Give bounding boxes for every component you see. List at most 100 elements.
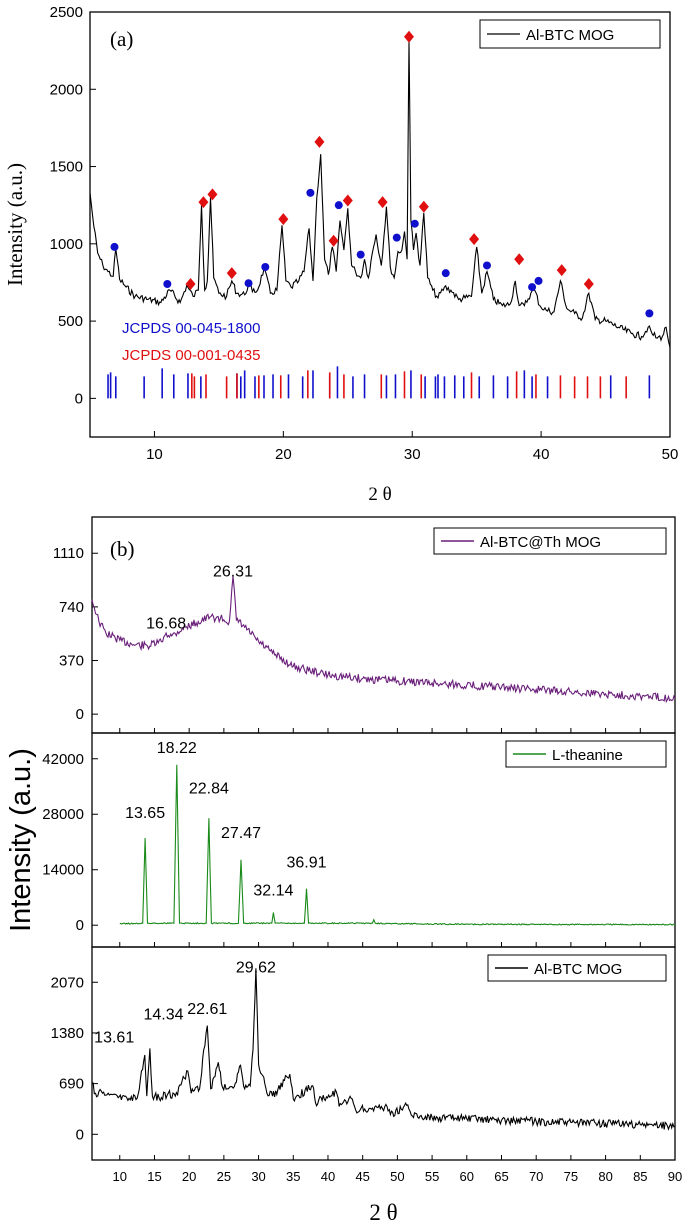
b-thmog-ytick-label: 740 [59, 599, 84, 616]
b-theanine-peak-label: 13.65 [125, 805, 165, 822]
blue-phase-marker [528, 283, 537, 292]
a-xtick-label: 30 [404, 446, 421, 463]
b-xtick-label: 85 [633, 1169, 647, 1184]
red-phase-marker [198, 196, 209, 209]
b-xtick-label: 70 [529, 1169, 543, 1184]
b-xtick-label: 20 [182, 1169, 196, 1184]
b-thmog-peak-label: 26.31 [213, 563, 253, 580]
a-ytick-label: 500 [58, 313, 83, 330]
blue-phase-marker [163, 280, 172, 288]
a-panel-label: (a) [110, 27, 133, 51]
a-xlabel: 2 θ [368, 484, 391, 505]
blue-phase-marker [334, 201, 343, 210]
b-theanine-peak-label: 36.91 [287, 854, 327, 871]
red-phase-marker [583, 278, 594, 290]
red-phase-marker [377, 196, 388, 209]
b-mog-series-line [91, 968, 676, 1131]
blue-phase-marker [410, 219, 419, 228]
b-xtick-label: 10 [113, 1169, 127, 1184]
b-xtick-label: 60 [460, 1169, 474, 1184]
a-ylabel: Intensity (a.u.) [3, 163, 27, 286]
b-xtick-label: 25 [217, 1169, 231, 1184]
b-xtick-label: 90 [668, 1169, 682, 1184]
b-ylabel: Intensity (a.u.) [5, 748, 37, 932]
b-xtick-label: 50 [390, 1169, 404, 1184]
blue-phase-marker [306, 188, 315, 197]
blue-phase-marker [244, 279, 253, 288]
red-phase-marker [514, 253, 525, 266]
b-thmog-peak-label: 16.68 [146, 616, 186, 633]
b-mog-peak-label: 22.61 [187, 1001, 227, 1018]
b-theanine-ytick-label: 28000 [42, 806, 84, 823]
a-ytick-label: 2000 [50, 81, 83, 98]
b-xlabel: 2 θ [369, 1200, 397, 1225]
a-xtick-label: 50 [662, 446, 679, 463]
b-mog-peak-label: 29.62 [236, 960, 276, 977]
red-phase-marker [404, 30, 414, 43]
b-theanine-peak-label: 32.14 [253, 882, 293, 899]
a-legend-label: Al-BTC MOG [526, 27, 614, 44]
b-thmog-series-line [91, 576, 676, 704]
red-phase-marker [469, 233, 480, 246]
b-xtick-label: 30 [251, 1169, 265, 1184]
b-theanine-ytick-label: 0 [76, 917, 84, 934]
jcpds-red-label: JCPDS 00-001-0435 [122, 347, 260, 364]
b-mog-frame [91, 946, 676, 1161]
blue-phase-marker [392, 233, 401, 242]
b-panel-label: (b) [110, 537, 135, 561]
b-thmog-ytick-label: 1110 [53, 545, 84, 562]
b-xtick-label: 45 [355, 1169, 369, 1184]
red-phase-marker [328, 234, 339, 247]
blue-phase-marker [110, 242, 119, 251]
b-xtick-label: 75 [564, 1169, 578, 1184]
b-xtick-label: 80 [598, 1169, 612, 1184]
a-ytick-label: 1000 [50, 236, 83, 253]
b-xtick-label: 35 [286, 1169, 300, 1184]
a-ytick-label: 1500 [50, 159, 83, 176]
b-mog-peak-label: 14.34 [143, 1007, 183, 1024]
b-xtick-label: 65 [494, 1169, 508, 1184]
blue-phase-marker [534, 276, 543, 285]
b-mog-legend-label: Al-BTC MOG [534, 961, 622, 978]
a-ytick-label: 2500 [50, 4, 83, 21]
b-mog-ytick-label: 0 [76, 1126, 84, 1143]
b-mog-ytick-label: 690 [59, 1076, 84, 1093]
red-phase-marker [278, 213, 289, 226]
a-series-line [89, 39, 671, 348]
b-thmog-ytick-label: 370 [59, 653, 84, 670]
b-theanine-peak-label: 22.84 [189, 781, 229, 798]
red-phase-marker [314, 135, 325, 148]
b-mog-peak-label: 13.61 [94, 1029, 134, 1046]
b-thmog-ytick-label: 0 [76, 706, 84, 723]
b-theanine-ytick-label: 42000 [42, 751, 84, 768]
b-xtick-label: 15 [147, 1169, 161, 1184]
a-xtick-label: 40 [533, 446, 550, 463]
b-mog-ytick-label: 1380 [51, 1025, 84, 1042]
b-theanine-series-line [119, 764, 676, 926]
red-phase-marker [207, 188, 218, 201]
blue-phase-marker [441, 269, 450, 278]
b-xtick-label: 55 [425, 1169, 439, 1184]
b-mog-ytick-label: 2070 [51, 974, 84, 991]
panel-a-frame [89, 11, 671, 438]
blue-phase-marker [261, 263, 270, 271]
red-phase-marker [226, 267, 237, 280]
jcpds-blue-label: JCPDS 00-045-1800 [122, 320, 260, 337]
blue-phase-marker [645, 309, 654, 318]
a-xtick-label: 10 [146, 446, 163, 463]
b-xtick-label: 40 [321, 1169, 335, 1184]
b-theanine-ytick-label: 14000 [42, 862, 84, 879]
a-ytick-label: 0 [75, 390, 83, 407]
b-theanine-legend-label: L-theanine [552, 747, 623, 764]
b-theanine-peak-label: 27.47 [221, 825, 261, 842]
red-phase-marker [418, 200, 429, 213]
red-phase-marker [342, 194, 353, 207]
b-theanine-peak-label: 18.22 [157, 740, 197, 757]
blue-phase-marker [356, 250, 365, 259]
red-phase-marker [185, 278, 196, 290]
blue-phase-marker [482, 261, 491, 270]
red-phase-marker [556, 264, 567, 277]
a-xtick-label: 20 [275, 446, 292, 463]
b-thmog-legend-label: Al-BTC@Th MOG [480, 534, 601, 551]
